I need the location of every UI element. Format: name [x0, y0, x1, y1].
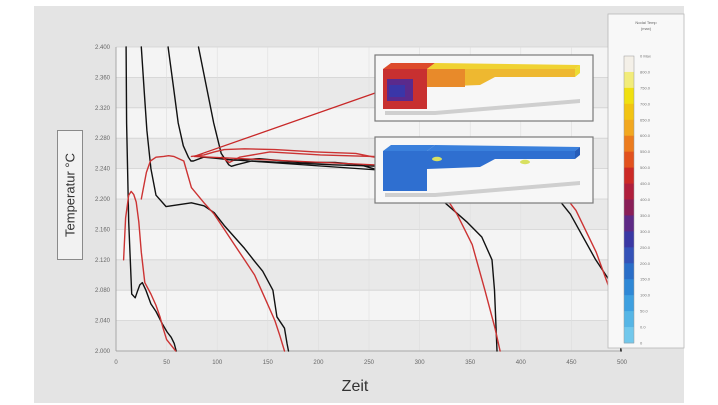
colorbar-label: 600.0	[640, 133, 651, 138]
hot-arm-top	[427, 63, 580, 69]
colorbar-swatch	[624, 103, 634, 121]
colorbar-label: 400.0	[640, 197, 651, 202]
colorbar-swatch	[624, 119, 634, 137]
colorbar-swatch	[624, 279, 634, 296]
x-tick-label: 0	[114, 360, 118, 366]
leader-line-dark	[227, 158, 379, 171]
x-tick-label: 250	[364, 360, 375, 366]
x-tick-labels: 0 50 100 150 200 250 300 350 400 450 500	[114, 360, 627, 366]
cool-arm-top	[427, 145, 580, 151]
colorbar-swatch	[624, 151, 634, 169]
y-tick-labels: 2.000 2.040 2.080 2.120 2.160 2.200 2.240 2.280…	[95, 45, 111, 355]
colorbar-legend: Nodal Temp(max) 0 Max 800.0 750.0 700.0 650.0…	[607, 13, 685, 349]
colorbar-swatch	[624, 295, 634, 312]
series-line-6	[140, 154, 286, 352]
colorbar-swatch	[624, 56, 634, 73]
hot-top-face	[383, 63, 435, 69]
leader-line-cool	[193, 155, 379, 166]
colorbar-swatch	[624, 199, 634, 216]
colorbar-label: 0	[640, 341, 643, 346]
colorbar-label: 750.0	[640, 85, 651, 90]
colorbar-label: 0 Max	[640, 54, 651, 59]
cool-arm-front	[427, 151, 575, 169]
colorbar-label: 550.0	[640, 149, 651, 154]
leader-lines	[193, 91, 379, 171]
series-lines	[122, 46, 622, 352]
series-line-2	[140, 46, 290, 352]
inset-hot	[374, 54, 594, 122]
colorbar-label: 500.0	[640, 165, 651, 170]
series-line-5	[122, 190, 177, 352]
colorbar-label: 450.0	[640, 181, 651, 186]
x-tick-label: 300	[415, 360, 426, 366]
colorbar-swatch	[624, 263, 634, 280]
colorbar-label: 0.0	[640, 325, 646, 330]
colorbar-panel	[607, 13, 685, 349]
x-tick-label: 50	[163, 360, 170, 366]
y-tick-label: 2.360	[95, 75, 111, 81]
x-tick-label: 400	[516, 360, 527, 366]
inset-shadow	[385, 181, 580, 197]
colorbar-swatch	[624, 247, 634, 264]
x-tick-label: 200	[313, 360, 324, 366]
colorbar-swatch	[624, 135, 634, 153]
hot-arm-warm	[427, 69, 465, 87]
colorbar-label: 800.0	[640, 69, 651, 74]
colorbar-subtitle: (max)	[641, 26, 652, 31]
cool-top-face	[383, 145, 435, 151]
y-tick-label: 2.280	[95, 136, 111, 142]
y-tick-label: 2.040	[95, 319, 111, 325]
colorbar-label: 200.0	[640, 261, 651, 266]
y-axis-title: Temperatur °C	[62, 153, 78, 237]
colorbar-swatch	[624, 231, 634, 248]
y-tick-label: 2.000	[95, 349, 111, 355]
x-axis-title: Zeit	[341, 378, 369, 395]
colorbar-label: 150.0	[640, 277, 651, 282]
colorbar-swatch	[624, 167, 634, 184]
cool-hotspot-2	[520, 159, 530, 165]
y-tick-label: 2.200	[95, 197, 111, 203]
cool-block	[383, 151, 427, 191]
y-tick-label: 2.320	[95, 106, 111, 112]
x-tick-label: 450	[566, 360, 577, 366]
colorbar-label: 650.0	[640, 117, 651, 122]
colorbar-swatch	[624, 215, 634, 232]
colorbar-swatch	[624, 71, 634, 89]
y-tick-label: 2.120	[95, 258, 111, 264]
hot-arm-end	[575, 65, 580, 77]
cool-hotspot-1	[432, 156, 442, 162]
leader-line-hot	[193, 91, 379, 158]
colorbar-title: Nodal Temp	[635, 20, 657, 25]
x-tick-label: 150	[263, 360, 274, 366]
colorbar-swatch	[624, 327, 634, 344]
colorbar-swatch	[624, 183, 634, 200]
series-line-4	[197, 46, 622, 352]
y-tick-label: 2.240	[95, 167, 111, 173]
colorbar-label: 50.0	[640, 309, 649, 314]
inset-cool	[374, 136, 594, 204]
x-tick-label: 100	[212, 360, 223, 366]
inset-images	[374, 54, 594, 204]
x-tick-label: 350	[465, 360, 476, 366]
hot-core-inner	[389, 85, 405, 97]
y-tick-label: 2.400	[95, 45, 111, 51]
colorbar-swatch	[624, 311, 634, 328]
y-axis-title-box: Temperatur °C	[57, 130, 83, 260]
colorbar-label: 100.0	[640, 293, 651, 298]
cool-arm-end	[575, 147, 580, 159]
colorbar-swatch	[624, 87, 634, 105]
y-tick-label: 2.160	[95, 227, 111, 233]
colorbar-label: 700.0	[640, 101, 651, 106]
x-tick-label: 500	[617, 360, 628, 366]
colorbar-outline	[623, 55, 635, 344]
colorbar-label: 250.0	[640, 245, 651, 250]
inset-shadow	[385, 99, 580, 115]
colorbar-label: 300.0	[640, 229, 651, 234]
colorbar-label: 350.0	[640, 213, 651, 218]
series-line-1	[125, 46, 177, 352]
y-tick-label: 2.080	[95, 288, 111, 294]
